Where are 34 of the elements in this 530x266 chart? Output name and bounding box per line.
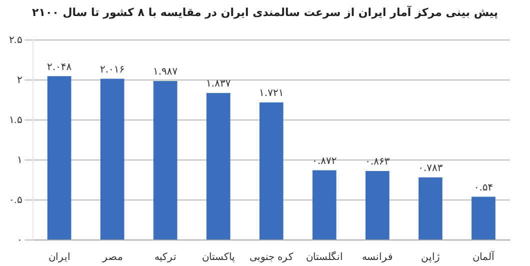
bar	[259, 102, 284, 240]
data-label: ۰.۸۶۳	[365, 156, 390, 168]
bar	[100, 78, 124, 240]
y-tick-label: ۱.۵	[8, 114, 22, 126]
data-label: ۲.۰۱۶	[100, 64, 125, 76]
data-label: ۰.۸۷۲	[312, 156, 337, 167]
x-tick-label: ژاپن	[420, 252, 440, 263]
data-label: ۱.۹۸۷	[153, 66, 178, 78]
bar	[418, 177, 442, 240]
x-tick-label: آلمان	[472, 250, 496, 263]
chart-title: پیش بینی مرکز آمار ایران از سرعت سالمندی ایران در مقایسه با ۸ کشور تا سال ۲۱۰۰	[31, 4, 499, 21]
bar	[47, 76, 72, 240]
y-tick-label: ۲.۵	[8, 34, 22, 46]
x-tick-label: کره جنوبی	[250, 252, 294, 263]
bar	[472, 196, 496, 240]
y-tick-label: ۱	[16, 154, 22, 166]
y-tick-label: ۰	[16, 234, 22, 246]
data-label: ۰.۷۸۳	[418, 162, 444, 174]
x-tick-label: ایران	[48, 252, 70, 263]
x-tick-label: ترکیه	[154, 252, 176, 263]
bar	[366, 170, 390, 240]
bar	[206, 93, 230, 240]
x-tick-label: انگلستان	[306, 250, 343, 263]
data-label: ۰.۵۴	[474, 182, 494, 194]
x-tick-label: فرانسه	[362, 252, 393, 263]
data-label: ۱.۷۲۱	[259, 88, 284, 99]
bar	[312, 170, 336, 240]
y-tick-label: ۲	[16, 74, 22, 86]
x-tick-label: مصر	[101, 252, 122, 263]
y-tick-label: ۰.۵	[8, 194, 22, 206]
x-tick-label: پاکستان	[202, 252, 235, 263]
data-label: ۱.۸۳۷	[206, 78, 232, 90]
bar	[153, 81, 178, 240]
data-label: ۲.۰۴۸	[46, 62, 72, 73]
